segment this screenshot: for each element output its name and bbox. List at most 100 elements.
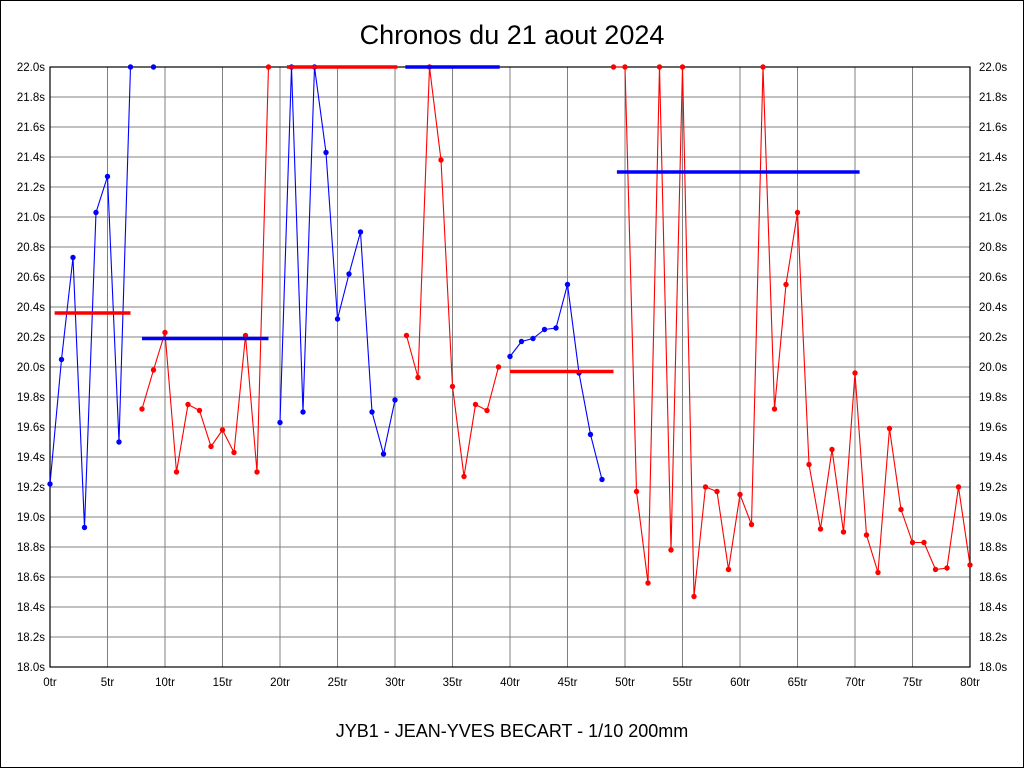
data-point-chrono-rouge [806,461,812,468]
data-point-chrono-rouge [898,506,904,513]
data-point-chrono-rouge [840,529,847,535]
data-point-chrono-rouge [817,526,824,532]
data-point-chrono-rouge [921,539,927,546]
data-point-chrono-bleu [277,419,283,426]
data-point-chrono-bleu [323,149,329,156]
data-point-chrono-rouge [748,521,755,528]
chart-title: Chronos du 21 aout 2024 [360,20,665,50]
y-tick-label-right: 18.0s [979,662,1007,674]
y-tick-label-left: 20.0s [17,362,45,374]
data-point-chrono-rouge [403,332,410,339]
y-tick-label-left: 20.8s [17,242,45,254]
x-tick-label: 60tr [730,677,750,689]
y-tick-label-right: 21.8s [979,92,1007,104]
x-tick-label: 80tr [960,677,980,689]
x-axis: 0tr 5tr 10tr 15tr 20tr 25tr 30tr 35tr 40tr 45tr 50… [43,677,980,689]
data-point-chrono-rouge [794,209,801,216]
data-point-chrono-bleu [47,481,53,487]
x-tick-label: 65tr [788,677,808,689]
data-point-chrono-bleu [380,451,387,457]
data-point-chrono-bleu [116,439,122,445]
gridlines [49,66,971,668]
data-point-chrono-rouge [610,64,617,70]
y-tick-label-left: 20.6s [17,272,45,284]
x-tick-label: 0tr [43,677,57,689]
data-point-chrono-rouge [737,491,743,498]
data-point-chrono-rouge [645,580,651,586]
data-point-chrono-bleu [357,229,364,235]
data-point-chrono-rouge [909,539,916,546]
data-point-chrono-rouge [955,484,962,490]
y-tick-label-left: 18.6s [17,572,45,584]
data-point-chrono-bleu [70,254,76,261]
data-point-chrono-bleu [507,353,513,360]
y-tick-label-right: 22.0s [979,62,1007,74]
y-tick-label-left: 18.8s [17,542,45,554]
y-tick-label-left: 21.6s [17,122,45,134]
data-point-chrono-bleu [541,326,548,333]
y-tick-label-right: 19.2s [979,482,1007,494]
y-tick-label-left: 21.0s [17,212,45,224]
x-tick-label: 75tr [903,677,923,689]
data-point-chrono-rouge [656,64,663,70]
data-point-chrono-rouge [254,469,260,475]
y-tick-label-left: 18.4s [17,602,45,614]
data-point-chrono-rouge [967,562,973,568]
data-point-chrono-rouge [495,364,502,370]
y-axis-right: 22.0s 21.8s 21.6s 21.4s 21.2s 21.0s 20.8s 20.6s… [979,62,1007,674]
data-point-chrono-rouge [472,401,479,408]
y-tick-label-right: 21.6s [979,122,1007,134]
data-point-chrono-rouge [219,427,226,433]
lap-time-series [47,64,973,600]
data-point-chrono-bleu [599,476,605,483]
data-point-chrono-rouge [771,406,778,412]
data-point-chrono-bleu [553,325,559,331]
y-tick-label-right: 21.4s [979,152,1007,164]
x-tick-label: 25tr [328,677,348,689]
x-tick-label: 10tr [155,677,175,689]
y-tick-label-right: 18.4s [979,602,1007,614]
data-point-chrono-rouge [829,446,835,453]
data-point-chrono-bleu [104,173,111,180]
data-point-chrono-bleu [587,431,594,438]
y-tick-label-right: 19.8s [979,392,1007,404]
y-tick-label-left: 19.4s [17,452,45,464]
data-point-chrono-bleu [392,397,398,403]
y-tick-label-left: 19.6s [17,422,45,434]
y-tick-label-right: 19.4s [979,452,1007,464]
data-point-chrono-rouge [875,569,881,576]
y-tick-label-right: 18.6s [979,572,1007,584]
data-point-chrono-rouge [633,488,640,495]
data-point-chrono-rouge [944,565,950,571]
y-axis-left: 22.0s 21.8s 21.6s 21.4s 21.2s 21.0s 20.8s 20.6s… [17,62,45,674]
data-point-chrono-rouge [231,449,237,456]
data-point-chrono-rouge [461,473,467,480]
data-point-chrono-bleu [81,524,88,531]
data-point-chrono-bleu [300,409,306,415]
series-line-chrono-rouge [613,66,971,597]
data-point-chrono-rouge [702,484,709,490]
data-point-chrono-bleu [369,409,375,415]
data-point-chrono-bleu [150,64,157,70]
data-point-chrono-rouge [679,64,686,70]
data-point-chrono-bleu [564,281,571,288]
y-tick-label-left: 21.4s [17,152,45,164]
data-point-chrono-rouge [668,547,674,553]
y-tick-label-left: 19.8s [17,392,45,404]
x-tick-label: 45tr [558,677,578,689]
data-point-chrono-rouge [852,370,858,376]
data-point-chrono-bleu [530,335,536,342]
x-tick-label: 15tr [213,677,233,689]
chart-subtitle: JYB1 - JEAN-YVES BECART - 1/10 200mm [336,721,688,741]
data-point-chrono-rouge [415,374,421,381]
y-tick-label-left: 18.2s [17,632,45,644]
y-tick-label-left: 21.2s [17,182,45,194]
x-tick-label: 50tr [615,677,635,689]
y-tick-label-right: 21.0s [979,212,1007,224]
x-tick-label: 35tr [443,677,463,689]
y-tick-label-right: 19.0s [979,512,1007,524]
plot-frame [49,66,971,668]
